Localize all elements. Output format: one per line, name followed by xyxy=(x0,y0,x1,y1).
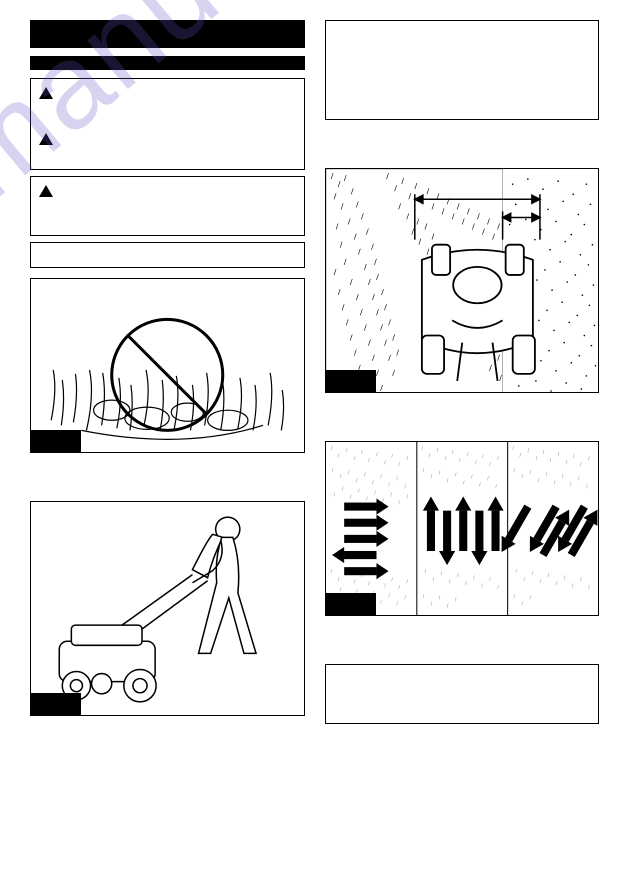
two-column-layout xyxy=(30,20,599,724)
figure-label xyxy=(31,430,81,452)
figure-mower-overlap xyxy=(325,168,600,393)
section-header-bar xyxy=(30,20,305,48)
right-column xyxy=(325,20,600,724)
figure-label xyxy=(326,593,376,615)
warning-box-1 xyxy=(30,78,305,170)
figure-prohibited-debris xyxy=(30,278,305,453)
figure-mowing-patterns xyxy=(325,441,600,616)
figure-push-mower xyxy=(30,501,305,716)
instruction-text-box xyxy=(325,20,600,120)
manual-page xyxy=(0,0,629,893)
bottom-text-box xyxy=(325,664,600,724)
warning-triangle-icon xyxy=(39,87,53,99)
figure-label xyxy=(31,693,81,715)
left-column xyxy=(30,20,305,724)
subsection-header-bar xyxy=(30,56,305,70)
mowing-patterns-illustration xyxy=(326,442,598,616)
push-mower-illustration xyxy=(31,502,303,716)
warning-triangle-icon xyxy=(39,133,53,145)
mower-overlap-illustration xyxy=(326,169,598,393)
figure-label xyxy=(326,370,376,392)
warning-triangle-icon xyxy=(39,185,53,197)
warning-box-2 xyxy=(30,176,305,236)
notice-box xyxy=(30,242,305,268)
debris-illustration xyxy=(31,279,303,453)
